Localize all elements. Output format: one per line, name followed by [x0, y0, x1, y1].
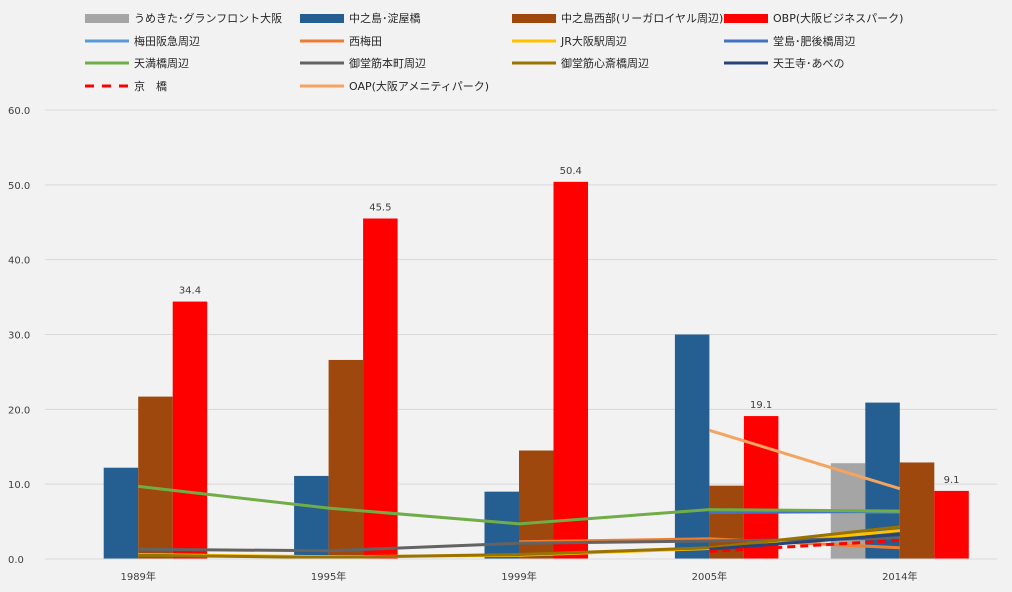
bar	[172, 301, 208, 559]
legend-swatch	[512, 14, 556, 23]
x-tick-label: 2014年	[882, 570, 917, 583]
legend-label: 天満橋周辺	[134, 56, 189, 70]
legend-swatch	[85, 14, 129, 23]
legend-label: 堂島･肥後橋周辺	[773, 34, 856, 48]
bar	[484, 491, 519, 559]
y-axis: 0.0 10.0 20.0 30.0 40.0 50.0 60.0	[8, 106, 30, 566]
bars	[103, 181, 969, 559]
bar	[138, 396, 173, 559]
legend-swatch	[724, 14, 768, 23]
y-tick-label: 60.0	[8, 106, 30, 117]
legend-label: 御堂筋心斎橋周辺	[561, 56, 649, 70]
line-series	[138, 484, 900, 526]
legend-label: 西梅田	[349, 34, 382, 48]
legend-label: JR大阪駅周辺	[560, 34, 627, 48]
line-series	[138, 525, 900, 560]
x-axis: 1989年 1995年 1999年 2005年 2014年	[45, 558, 997, 583]
bar	[363, 218, 398, 559]
y-tick-label: 30.0	[8, 331, 30, 342]
legend-label: うめきた･グランフロント大阪	[134, 11, 282, 25]
bar	[899, 462, 935, 559]
bar	[294, 475, 329, 559]
y-tick-label: 10.0	[8, 480, 30, 491]
y-tick-label: 0.0	[8, 555, 24, 566]
data-label: 50.4	[560, 166, 582, 177]
y-tick-label: 20.0	[8, 405, 30, 416]
legend: うめきた･グランフロント大阪 中之島･淀屋橋 中之島西部(リーガロイヤル周辺) OBP…	[85, 11, 903, 93]
bar	[553, 181, 588, 559]
bar	[103, 467, 139, 559]
bar	[674, 334, 710, 559]
data-label: 9.1	[944, 475, 960, 486]
data-label: 34.4	[179, 286, 201, 297]
x-tick-label: 1995年	[311, 570, 346, 583]
lines	[138, 428, 901, 560]
legend-label: OBP(大阪ビジネスパーク)	[773, 11, 903, 25]
legend-label: 天王寺･あべの	[773, 57, 845, 70]
line-series	[708, 428, 901, 491]
legend-swatch	[300, 14, 344, 23]
legend-label: 梅田阪急周辺	[134, 34, 200, 48]
y-tick-label: 50.0	[8, 181, 30, 192]
legend-label: 中之島西部(リーガロイヤル周辺)	[561, 11, 723, 25]
x-tick-label: 1989年	[120, 570, 155, 583]
legend-label: OAP(大阪アメニティパーク)	[349, 79, 489, 93]
line-series	[709, 532, 900, 551]
data-label: 19.1	[750, 400, 772, 411]
line-series	[709, 538, 900, 554]
legend-label: 京 橋	[134, 79, 167, 93]
line-series	[518, 537, 900, 550]
bar	[328, 359, 364, 559]
bar	[743, 416, 779, 559]
legend-label: 中之島･淀屋橋	[349, 11, 421, 25]
x-tick-label: 2005年	[692, 570, 727, 583]
legend-label: 御堂筋本町周辺	[349, 56, 426, 70]
data-labels: 34.4 45.5 50.4 19.1 9.1	[179, 166, 960, 486]
y-tick-label: 40.0	[8, 256, 30, 267]
data-label: 45.5	[369, 203, 391, 214]
bar	[934, 490, 969, 559]
x-tick-label: 1999年	[501, 570, 536, 583]
